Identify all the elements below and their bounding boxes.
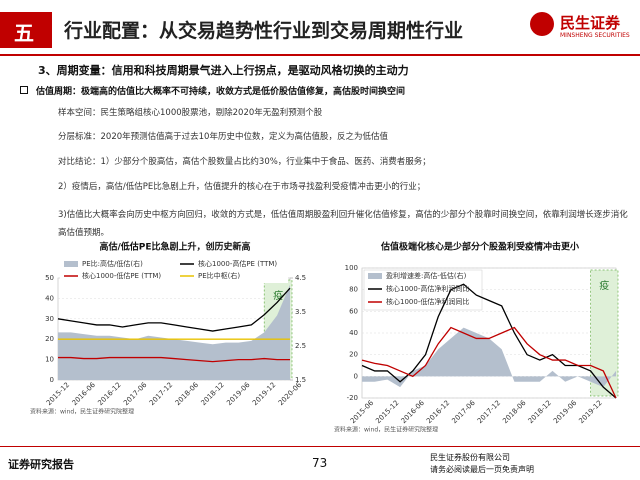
footer-rule (0, 446, 640, 447)
header-rule (0, 54, 640, 56)
line (57, 287, 291, 332)
y-tick-label: -20 (347, 394, 358, 402)
x-tick-label: 2019-06 (225, 380, 252, 407)
x-tick-label: 2016-12 (425, 399, 451, 425)
logo-cn: 民生证券 (560, 14, 621, 32)
x-tick-label: 2017-12 (476, 399, 502, 425)
y-tick-label: 0 (50, 376, 54, 384)
y-tick-label: 20 (349, 351, 358, 359)
legend-bg (363, 269, 483, 311)
footer-disclaimer: 请务必阅读最后一页免责声明 (430, 465, 534, 474)
y-tick-label: 80 (349, 286, 358, 294)
legend-bg (60, 257, 288, 283)
annotation: 疫 (273, 289, 283, 302)
section-box (0, 12, 52, 48)
y-tick-label: 50 (45, 274, 54, 282)
y2-tick-label: 1.5 (295, 376, 306, 384)
page-number: 73 (312, 456, 328, 470)
x-tick-label: 2017-06 (450, 398, 477, 425)
x-tick-label: 2019-12 (577, 399, 603, 425)
y2-tick-label: 2.5 (295, 342, 306, 350)
x-tick-label: 2015-12 (45, 381, 71, 407)
paragraph: 样本空间：民生策略组核心1000股票池，剔除2020年无盈利预测个股 (58, 108, 323, 118)
footer-company: 民生证券股份有限公司 (430, 453, 510, 462)
paragraph: 对比结论：1）少部分个股高估，高估个股数量占比约30%，行业集中于食品、医药、消… (58, 157, 431, 167)
footer-left: 证券研究报告 (8, 458, 74, 471)
y-tick-label: 60 (349, 307, 358, 315)
x-tick-label: 2016-06 (71, 380, 98, 407)
y-tick-label: 40 (349, 329, 358, 337)
area (362, 327, 616, 388)
x-tick-label: 2018-12 (527, 399, 553, 425)
x-tick-label: 2018-06 (174, 380, 201, 407)
paragraph: 2）疫情后，高估/低估PE比急剧上升，估值提升的核心在于市场寻找盈利受疫情冲击更… (58, 182, 426, 192)
x-tick-label: 2019-12 (251, 381, 277, 407)
y-tick-label: 0 (354, 372, 358, 380)
source: 资料来源：wind，民生证券研究院整理 (334, 426, 438, 434)
x-tick-label: 2020-06 (277, 380, 304, 407)
logo-en: MINSHENG SECURITIES (560, 32, 630, 39)
source: 资料来源：wind，民生证券研究院整理 (30, 408, 134, 416)
x-tick-label: 2016-12 (96, 381, 122, 407)
line (361, 283, 617, 399)
y2-tick-label: 4.5 (295, 274, 306, 282)
line (361, 326, 617, 399)
legend-swatch (368, 273, 382, 279)
legend-label: 盈利增速差:高估-低估(右) (386, 271, 467, 280)
area (58, 284, 290, 380)
subheading: 3、周期变量：信用和科技周期景气进入上行拐点，是驱动风格切换的主动力 (38, 64, 409, 77)
x-tick-label: 2016-06 (400, 398, 427, 425)
logo-mark (530, 12, 554, 36)
y2-tick-label: 3.5 (295, 308, 306, 316)
legend-swatch (64, 261, 78, 267)
x-tick-label: 2018-12 (199, 381, 225, 407)
legend-label: 核心1000-低估PE (TTM) (82, 271, 161, 280)
y-tick-label: 10 (45, 356, 54, 364)
chart-title: 高估/低估PE比急剧上升，创历史新高 (99, 241, 250, 253)
paragraph: 3)估值比大概率会向历史中枢方向回归，收敛的方式是，低估值周期股盈利回升催化估值… (58, 210, 628, 238)
header-title: 行业配置：从交易趋势性行业到交易周期性行业 (64, 20, 464, 42)
x-tick-label: 2015-06 (349, 398, 376, 425)
legend-label: 核心1000-低估净利润同比 (386, 297, 469, 306)
legend-label: PE比:高估/低估(右) (82, 259, 143, 268)
y-tick-label: 40 (45, 294, 54, 302)
bullet-box (20, 86, 28, 94)
line (58, 356, 290, 363)
legend-label: 核心1000-高估PE (TTM) (198, 259, 277, 268)
x-tick-label: 2017-12 (148, 381, 174, 407)
y-tick-label: 100 (345, 264, 358, 272)
y-tick-label: 30 (45, 315, 54, 323)
paragraph: 分层标准：2020年预测估值高于过去10年历史中位数，定义为高估值股，反之为低估… (58, 132, 388, 142)
y-tick-label: 20 (45, 335, 54, 343)
x-tick-label: 2019-06 (552, 398, 579, 425)
legend-label: PE比中枢(右) (198, 271, 240, 280)
section-number: 五 (14, 21, 34, 45)
x-tick-label: 2018-06 (501, 398, 528, 425)
x-tick-label: 2015-12 (374, 399, 400, 425)
bullet: 估值周期：极端高的估值比大概率不可持续，收敛方式是低价股估值修复，高估股时间换空… (36, 87, 406, 97)
chart-title: 估值极端化核心是少部分个股盈利受疫情冲击更小 (380, 241, 579, 253)
annotation: 疫 (599, 279, 609, 292)
x-tick-label: 2017-06 (122, 380, 149, 407)
legend-label: 核心1000-高估净利润同比 (386, 284, 469, 293)
